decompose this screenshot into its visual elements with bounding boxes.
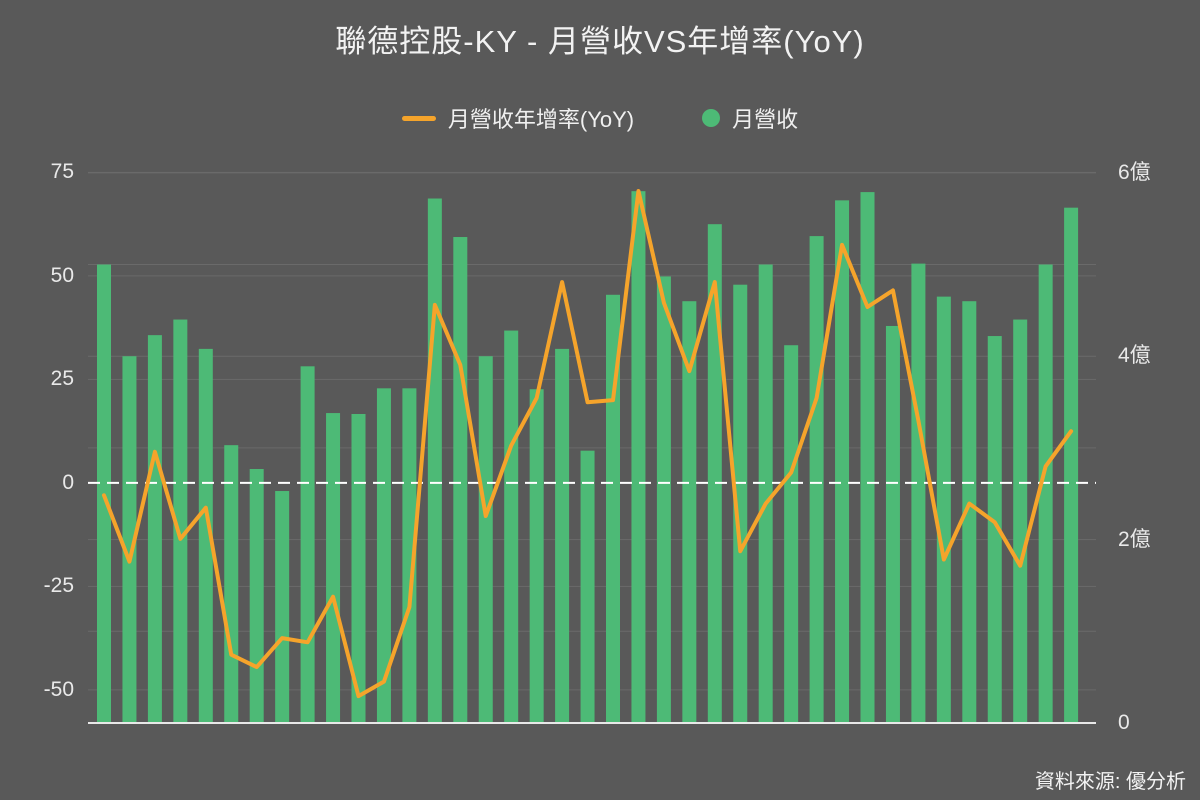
source-label: 資料來源: 優分析 <box>1034 771 1186 793</box>
revenue-bar <box>987 336 1002 723</box>
left-axis-tick: -50 <box>43 677 74 701</box>
revenue-bar <box>224 445 239 723</box>
right-axis-tick: 6億 <box>1118 160 1151 184</box>
revenue-bar <box>478 356 493 723</box>
yoy-line <box>102 189 1074 699</box>
legend-item-revenue[interactable]: 月營收 <box>702 102 798 134</box>
revenue-bar <box>758 264 773 723</box>
revenue-bar <box>733 284 748 723</box>
revenue-bar <box>198 348 213 723</box>
revenue-bar <box>631 191 646 723</box>
revenue-bar <box>936 296 951 723</box>
legend-label-yoy: 月營收年增率(YoY) <box>447 107 635 132</box>
revenue-bar <box>682 301 697 723</box>
revenue-bar <box>656 276 671 723</box>
legend-label-revenue: 月營收 <box>732 107 799 132</box>
revenue-bar <box>504 330 519 723</box>
revenue-bar <box>962 301 977 723</box>
revenue-bar <box>122 356 137 723</box>
revenue-bar <box>1013 319 1028 723</box>
line-swatch-icon <box>401 115 436 121</box>
revenue-bar <box>707 224 722 723</box>
revenue-bar <box>835 200 850 723</box>
right-axis-tick: 0 <box>1118 711 1130 734</box>
revenue-bar <box>249 469 264 723</box>
revenue-bar <box>809 236 824 723</box>
revenue-bar <box>147 335 162 723</box>
revenue-bar <box>173 319 188 723</box>
revenue-bar <box>275 491 290 723</box>
legend-item-yoy[interactable]: 月營收年增率(YoY) <box>401 102 635 134</box>
revenue-bar <box>529 389 544 723</box>
revenue-bar <box>351 413 366 723</box>
left-axis-tick: 0 <box>62 470 74 494</box>
right-axis-tick: 4億 <box>1118 344 1151 368</box>
revenue-bar <box>911 263 926 723</box>
left-axis-tick: 25 <box>50 367 74 391</box>
revenue-bar <box>326 413 341 723</box>
revenue-bar <box>402 388 417 723</box>
revenue-bar <box>427 198 442 723</box>
revenue-bar <box>784 345 799 723</box>
revenue-bar <box>580 450 595 723</box>
revenue-bar <box>860 192 875 723</box>
left-axis-tick: -25 <box>43 574 74 598</box>
revenue-bar <box>555 348 570 723</box>
left-axis-tick: 50 <box>50 263 74 287</box>
revenue-bar <box>376 388 391 723</box>
revenue-bar <box>453 237 468 723</box>
revenue-bar <box>885 325 900 723</box>
revenue-bar <box>300 366 315 723</box>
legend: 月營收年增率(YoY) 月營收 <box>0 102 1200 134</box>
revenue-bar <box>1064 207 1079 723</box>
dot-swatch-icon <box>702 109 721 127</box>
revenue-bar <box>1038 264 1053 723</box>
left-axis-tick: 75 <box>50 160 74 184</box>
right-axis-tick: 2億 <box>1118 527 1151 551</box>
chart-title: 聯德控股-KY - 月營收VS年增率(YoY) <box>335 24 865 59</box>
